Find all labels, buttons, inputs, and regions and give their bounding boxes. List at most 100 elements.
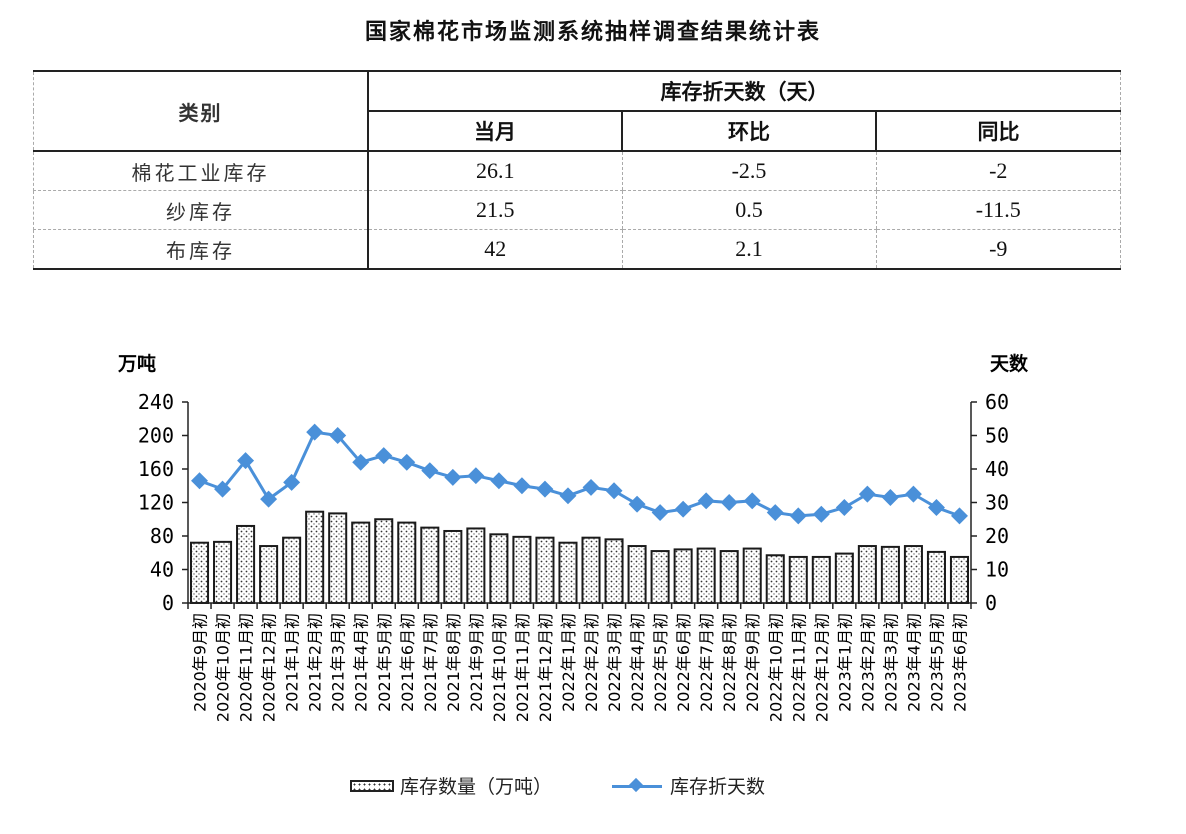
x-tick-label: 2022年10月初 bbox=[766, 613, 785, 722]
x-tick-label: 2023年3月初 bbox=[881, 613, 900, 712]
bar bbox=[604, 538, 624, 605]
x-tick-label: 2021年5月初 bbox=[375, 613, 394, 712]
bar bbox=[926, 550, 946, 605]
diamond-marker-icon bbox=[191, 472, 208, 490]
x-tick-label: 2023年1月初 bbox=[835, 613, 854, 712]
x-tick-label: 2020年9月初 bbox=[191, 613, 210, 712]
col-header-mom: 环比 bbox=[621, 111, 876, 152]
diamond-marker-icon bbox=[951, 507, 968, 525]
tick-label-right: 10 bbox=[985, 558, 1009, 582]
bar bbox=[834, 552, 854, 604]
diamond-marker-icon bbox=[697, 492, 715, 510]
legend-line-label: 库存折天数 bbox=[670, 776, 766, 798]
row-category: 布库存 bbox=[33, 229, 368, 269]
group-header: 库存折天数（天） bbox=[367, 71, 1121, 112]
x-tick-label: 2021年12月初 bbox=[536, 613, 555, 722]
table-row: 纱库存 21.5 0.5 -11.5 bbox=[33, 190, 1121, 230]
bar bbox=[673, 548, 693, 604]
row-mom: -2.5 bbox=[621, 151, 876, 191]
row-current: 42 bbox=[367, 229, 622, 269]
diamond-marker-icon bbox=[467, 467, 485, 485]
tick-label-left: 200 bbox=[138, 424, 174, 448]
row-mom: 0.5 bbox=[621, 190, 876, 230]
diamond-marker-icon bbox=[214, 480, 232, 498]
x-tick-label: 2022年9月初 bbox=[743, 613, 762, 712]
bar bbox=[351, 521, 371, 605]
bar bbox=[880, 545, 900, 604]
row-yoy: -11.5 bbox=[875, 190, 1121, 230]
row-mom: 2.1 bbox=[621, 229, 876, 269]
row-yoy: -9 bbox=[875, 229, 1121, 269]
bar bbox=[489, 533, 509, 604]
tick-label-left: 120 bbox=[138, 491, 174, 515]
bar bbox=[512, 535, 532, 604]
diamond-marker-icon bbox=[789, 507, 807, 525]
bar bbox=[558, 541, 578, 604]
bar bbox=[742, 547, 762, 604]
x-tick-label: 2021年9月初 bbox=[467, 613, 486, 712]
x-tick-label: 2023年5月初 bbox=[927, 613, 946, 712]
bar bbox=[949, 555, 970, 604]
legend-line-swatch-icon bbox=[612, 779, 663, 793]
bar bbox=[650, 550, 670, 604]
diamond-marker-icon bbox=[743, 492, 761, 510]
y-left-label: 万吨 bbox=[117, 352, 156, 375]
x-tick-label: 2022年6月初 bbox=[674, 613, 693, 712]
diamond-marker-icon bbox=[881, 488, 899, 506]
bar bbox=[788, 555, 808, 604]
bar bbox=[535, 536, 555, 604]
tick-label-right: 20 bbox=[985, 524, 1009, 548]
diamond-marker-icon bbox=[858, 485, 876, 503]
diamond-marker-icon bbox=[651, 504, 669, 522]
x-tick-label: 2022年8月初 bbox=[720, 613, 739, 712]
bar bbox=[627, 545, 647, 605]
diamond-marker-icon bbox=[720, 494, 738, 511]
diamond-marker-icon bbox=[513, 477, 531, 495]
diamond-marker-icon bbox=[674, 500, 692, 518]
table-row: 布库存 42 2.1 -9 bbox=[33, 229, 1121, 269]
bar bbox=[305, 510, 325, 604]
diamond-marker-icon bbox=[904, 485, 922, 503]
row-current: 21.5 bbox=[367, 190, 622, 230]
tick-label-right: 40 bbox=[985, 457, 1009, 481]
diamond-marker-icon bbox=[766, 504, 784, 522]
bar bbox=[811, 555, 831, 604]
tick-label-right: 30 bbox=[985, 491, 1009, 515]
bar bbox=[719, 550, 739, 604]
tick-label-left: 0 bbox=[162, 591, 174, 615]
diamond-marker-icon bbox=[260, 490, 278, 508]
x-tick-label: 2020年12月初 bbox=[260, 613, 279, 722]
legend-bar-swatch-icon bbox=[350, 779, 394, 792]
x-tick-label: 2021年11月初 bbox=[513, 613, 532, 722]
bar bbox=[443, 529, 463, 605]
diamond-marker-icon bbox=[559, 487, 577, 505]
inventory-chart: 万吨 天数 0 40 80 120 160 200 240 0 10 20 30 40 50 60 2020… bbox=[117, 352, 1029, 722]
diamond-marker-icon bbox=[582, 478, 600, 496]
x-tick-label: 2020年11月初 bbox=[237, 613, 256, 722]
tick-label-left: 160 bbox=[138, 457, 174, 481]
tick-label-left: 40 bbox=[150, 558, 174, 582]
x-tick-label: 2021年7月初 bbox=[421, 613, 440, 712]
x-tick-label: 2023年6月初 bbox=[950, 613, 969, 712]
tick-label-right: 0 bbox=[985, 591, 997, 615]
x-tick-label: 2022年5月初 bbox=[651, 613, 670, 712]
diamond-marker-icon bbox=[444, 468, 462, 486]
x-tick-label: 2021年3月初 bbox=[329, 613, 348, 712]
tick-label-left: 240 bbox=[138, 390, 174, 414]
x-tick-label: 2021年2月初 bbox=[306, 613, 325, 712]
row-category: 纱库存 bbox=[33, 190, 368, 230]
x-tick-label: 2022年12月初 bbox=[812, 613, 831, 722]
diamond-marker-icon bbox=[398, 453, 416, 471]
x-tick-label: 2023年4月初 bbox=[904, 613, 923, 712]
tick-label-right: 60 bbox=[985, 390, 1009, 414]
x-tick-label: 2020年10月初 bbox=[214, 613, 233, 722]
bar bbox=[213, 540, 233, 605]
x-tick-label: 2021年4月初 bbox=[352, 613, 371, 712]
diamond-marker-icon bbox=[835, 499, 853, 517]
bar bbox=[581, 536, 601, 604]
tick-label-left: 80 bbox=[150, 524, 174, 548]
days-line bbox=[199, 430, 960, 518]
page-title: 国家棉花市场监测系统抽样调查结果统计表 bbox=[364, 19, 821, 45]
x-tick-label: 2022年11月初 bbox=[789, 613, 808, 722]
x-tick-label: 2022年3月初 bbox=[605, 613, 624, 712]
